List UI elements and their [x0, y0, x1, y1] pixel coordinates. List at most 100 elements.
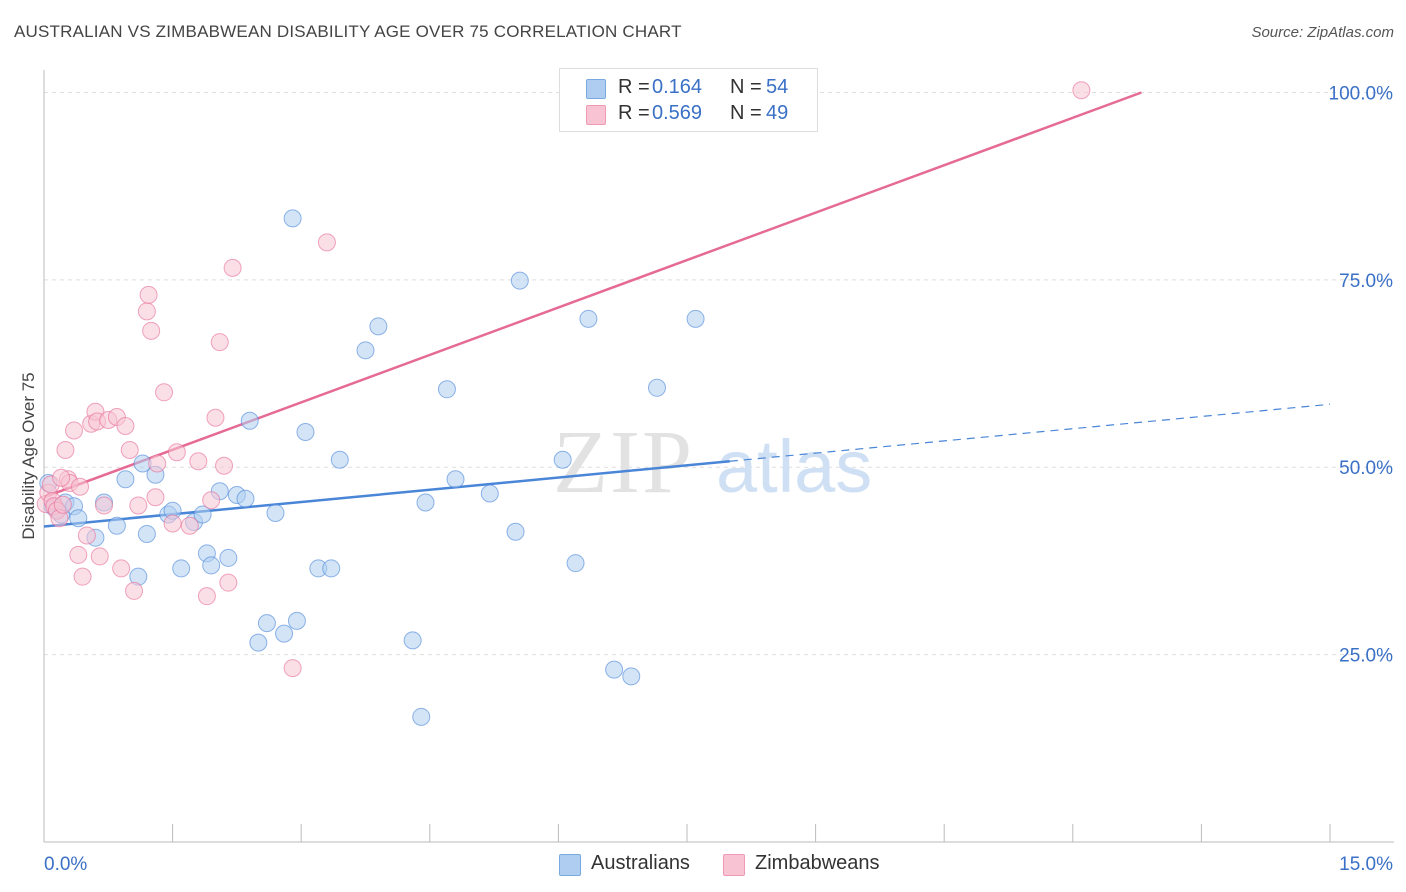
y-tick-label: 75.0%: [1339, 271, 1393, 292]
data-point-australians: [686, 309, 705, 328]
source-label: Source: ZipAtlas.com: [1251, 24, 1394, 41]
data-point-zimbabweans: [90, 547, 109, 566]
data-point-zimbabweans: [223, 258, 242, 277]
data-point-australians: [283, 209, 302, 228]
data-point-zimbabweans: [73, 567, 92, 586]
watermark-zip: ZIP: [553, 413, 694, 512]
data-point-zimbabweans: [148, 454, 167, 473]
data-point-australians: [553, 450, 572, 469]
data-point-zimbabweans: [65, 421, 84, 440]
y-tick-label: 25.0%: [1339, 646, 1393, 667]
data-point-australians: [116, 470, 135, 489]
data-point-australians: [266, 503, 285, 522]
legend-r-value: 0.569: [652, 102, 703, 124]
legend: R = 0.164 N = 54 R = 0.569 N = 49: [559, 68, 818, 132]
data-point-zimbabweans: [71, 477, 90, 496]
data-point-zimbabweans: [116, 417, 135, 436]
bottom-legend-label: Australians: [591, 852, 690, 874]
data-point-australians: [622, 667, 641, 686]
data-point-zimbabweans: [206, 408, 225, 427]
tick-labels: 25.0% 50.0% 75.0% 100.0% 0.0% 15.0%: [44, 83, 1393, 875]
data-point-zimbabweans: [215, 456, 234, 475]
data-point-australians: [275, 624, 294, 643]
legend-r-label: R =: [618, 102, 650, 124]
legend-n-value: 49: [766, 102, 789, 124]
data-point-australians: [287, 611, 306, 630]
data-point-australians: [330, 450, 349, 469]
data-point-zimbabweans: [180, 516, 199, 535]
legend-r-value: 0.164: [652, 76, 703, 98]
data-point-australians: [249, 633, 268, 652]
trend-extension-australians: [729, 403, 1331, 462]
data-point-zimbabweans: [210, 333, 229, 352]
data-point-australians: [356, 341, 375, 360]
data-point-australians: [416, 493, 435, 512]
bottom-legend-swatch-australians: [559, 854, 581, 876]
x-tick-label: 15.0%: [1339, 854, 1393, 875]
trend-line-australians: [43, 460, 730, 528]
data-point-zimbabweans: [283, 659, 302, 678]
data-point-australians: [172, 559, 191, 578]
data-point-zimbabweans: [1072, 81, 1091, 100]
chart-title: AUSTRALIAN VS ZIMBABWEAN DISABILITY AGE …: [14, 22, 682, 41]
data-point-australians: [69, 509, 88, 528]
watermark-atlas: atlas: [716, 425, 872, 508]
data-point-zimbabweans: [56, 441, 75, 460]
data-point-zimbabweans: [146, 488, 165, 507]
data-point-australians: [257, 614, 276, 633]
data-point-australians: [322, 559, 341, 578]
data-point-australians: [647, 378, 666, 397]
legend-n-label: N =: [730, 76, 762, 98]
data-point-australians: [202, 556, 221, 575]
data-point-australians: [605, 660, 624, 679]
data-point-australians: [566, 554, 585, 573]
gridlines: [44, 91, 1394, 656]
data-point-australians: [446, 470, 465, 489]
data-point-australians: [579, 309, 598, 328]
x-tick-label: 0.0%: [44, 854, 87, 875]
axes: [43, 70, 1394, 843]
y-tick-label: 50.0%: [1339, 458, 1393, 479]
data-point-australians: [193, 505, 212, 524]
data-point-zimbabweans: [167, 443, 186, 462]
data-point-australians: [369, 317, 388, 336]
data-point-australians: [137, 524, 156, 543]
watermark: ZIP atlas: [553, 413, 872, 512]
data-point-australians: [219, 548, 238, 567]
data-point-zimbabweans: [95, 496, 114, 515]
data-point-australians: [506, 522, 525, 541]
data-point-zimbabweans: [155, 383, 174, 402]
data-point-zimbabweans: [137, 302, 156, 321]
bottom-legend-swatch-zimbabweans: [723, 854, 745, 876]
bottom-legend-label: Zimbabweans: [755, 852, 880, 874]
legend-r-label: R =: [618, 76, 650, 98]
legend-swatch-zimbabweans: [586, 105, 606, 125]
data-point-zimbabweans: [142, 321, 161, 340]
data-point-australians: [107, 516, 126, 535]
legend-n-label: N =: [730, 102, 762, 124]
data-point-zimbabweans: [202, 491, 221, 510]
data-point-zimbabweans: [120, 441, 139, 460]
data-point-zimbabweans: [139, 285, 158, 304]
data-points: [36, 81, 1091, 726]
data-point-zimbabweans: [69, 545, 88, 564]
data-point-zimbabweans: [219, 573, 238, 592]
data-point-australians: [510, 271, 529, 290]
data-point-zimbabweans: [52, 468, 71, 487]
data-point-zimbabweans: [77, 526, 96, 545]
data-point-australians: [236, 489, 255, 508]
data-point-zimbabweans: [317, 233, 336, 252]
y-tick-label: 100.0%: [1329, 83, 1394, 104]
data-point-zimbabweans: [197, 587, 216, 606]
data-point-zimbabweans: [53, 495, 72, 514]
data-point-zimbabweans: [189, 452, 208, 471]
legend-n-value: 54: [766, 76, 789, 98]
data-point-zimbabweans: [163, 514, 182, 533]
data-point-australians: [412, 707, 431, 726]
data-point-australians: [296, 423, 315, 442]
data-point-zimbabweans: [129, 496, 148, 515]
data-point-australians: [437, 380, 456, 399]
legend-swatch-australians: [586, 79, 606, 99]
y-axis-label: Disability Age Over 75: [19, 372, 38, 539]
